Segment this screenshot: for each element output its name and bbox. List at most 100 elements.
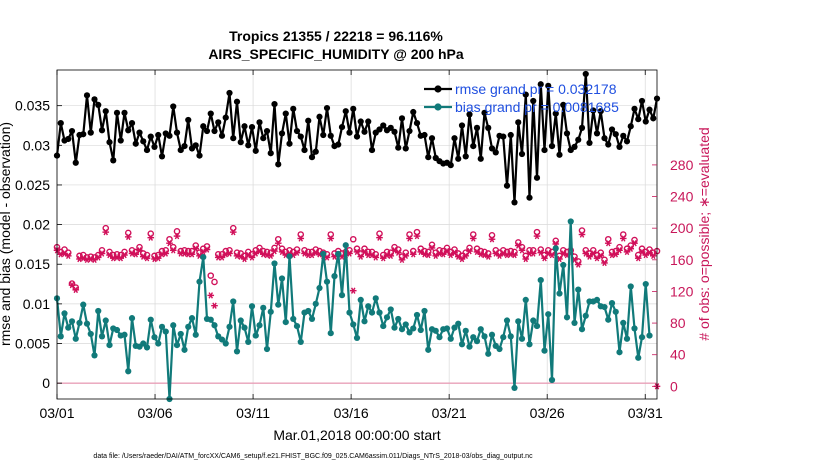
obs-evaluated-marker [586,253,593,260]
rmse-series [53,70,661,206]
obs-evaluated-marker [623,248,631,256]
rmse-point [552,110,559,117]
bias-point [413,311,421,319]
rmse-point [545,82,552,89]
rmse-point [458,122,466,129]
obs-evaluated-marker [211,302,218,309]
rmse-point [248,123,256,131]
obs-evaluated-stroke [609,251,615,259]
bias-point [443,325,451,332]
bias-point [297,338,304,346]
obs-evaluated-marker [106,251,113,259]
rmse-point [413,120,421,127]
obs-evaluated-marker [263,251,271,259]
obs-evaluated-marker [402,252,410,260]
bias-point [372,295,379,302]
obs-evaluated-stroke [178,250,184,257]
bias-point [185,323,192,330]
bias-point [511,384,518,392]
obs-evaluated-marker [589,250,597,257]
obs-evaluated-stroke [174,232,180,240]
obs-evaluated-marker [98,250,106,257]
rmse-point [323,104,331,112]
obs-evaluated-stroke [463,252,469,260]
rmse-point [518,150,526,158]
obs-evaluated-stroke [542,255,547,262]
obs-evaluated-marker [94,254,102,261]
x-tick-label: 03/01 [39,405,74,421]
rmse-point [541,146,548,154]
obs-evaluated-marker [582,250,590,257]
obs-evaluated-marker [143,255,151,262]
bias-point [642,280,649,288]
obs-evaluated-stroke [110,255,116,262]
obs-count-markers [53,224,661,390]
obs-evaluated-stroke [422,251,427,258]
obs-evaluated-marker [578,231,586,238]
y-left-tick-label: 0 [42,375,50,391]
obs-evaluated-stroke [133,251,139,258]
bias-point [462,327,469,334]
rmse-point [395,144,402,151]
bias-point [331,273,338,280]
obs-evaluated-marker [136,247,143,254]
chart-title-line2: AIRS_SPECIFIC_HUMIDITY @ 200 hPa [208,46,464,62]
obs-evaluated-stroke [624,248,630,256]
obs-evaluated-stroke [182,250,187,257]
obs-evaluated-marker [458,255,466,263]
bias-point [417,326,424,334]
bias-point [335,250,342,258]
rmse-point [466,111,473,118]
obs-evaluated-marker [428,244,436,252]
rmse-point [57,120,64,127]
bias-point [173,341,181,349]
obs-evaluated-marker [207,292,215,299]
obs-evaluated-marker [181,250,188,257]
rmse-point [185,116,192,124]
obs-evaluated-stroke [204,246,210,253]
obs-evaluated-stroke [545,250,551,257]
obs-evaluated-stroke [579,231,585,238]
obs-evaluated-stroke [324,254,330,261]
obs-evaluated-marker [608,251,616,259]
bias-point [522,296,529,304]
rmse-point [237,139,244,146]
obs-evaluated-stroke [257,247,262,255]
obs-evaluated-marker [409,251,417,258]
bias-point [263,345,271,353]
bias-point [222,340,229,347]
rmse-point [98,127,106,134]
obs-evaluated-stroke [144,255,150,262]
bias-point [646,332,653,339]
rmse-point [143,146,151,154]
rmse-point [616,143,623,150]
rmse-point [110,157,117,164]
obs-evaluated-marker [293,249,301,256]
obs-evaluated-stroke [392,247,397,254]
bias-point [140,340,147,347]
bias-point [432,327,439,334]
rmse-point [428,135,436,142]
obs-evaluated-marker [631,239,638,247]
obs-evaluated-marker [169,247,177,254]
rmse-point [316,113,323,120]
bias-point [481,333,488,340]
bias-point [113,326,121,334]
obs-evaluated-stroke [530,250,536,257]
obs-evaluated-stroke [227,250,232,257]
bias-point [623,335,631,342]
rmse-point [65,135,72,143]
rmse-point [638,97,646,105]
bias-point [323,278,331,285]
obs-evaluated-marker [529,250,537,257]
obs-evaluated-marker [522,255,530,263]
obs-evaluated-stroke [95,254,101,261]
y-right-tick-label: 240 [670,189,694,205]
obs-evaluated-stroke [84,256,90,264]
obs-evaluated-stroke [80,255,86,262]
rmse-point [425,154,432,161]
rmse-point [233,98,241,105]
rmse-point [578,124,586,131]
bias-point [91,352,98,359]
bias-point [620,319,627,326]
